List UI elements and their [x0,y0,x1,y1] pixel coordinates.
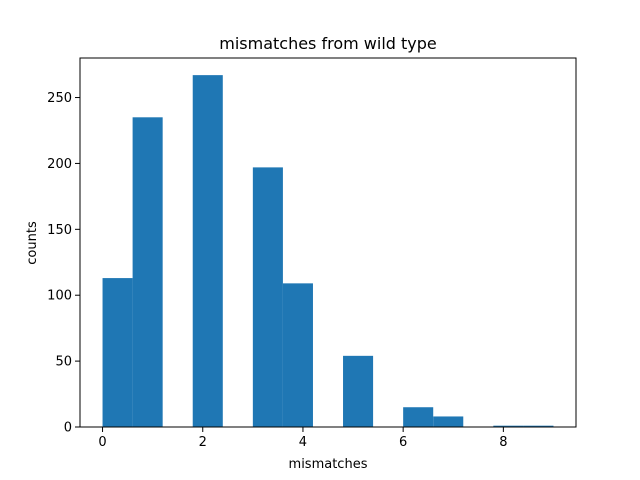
histogram-bar [102,278,133,427]
x-tick-label: 4 [299,435,307,450]
y-tick-label: 250 [47,91,72,106]
histogram-bar [192,75,223,427]
chart-title: mismatches from wild type [219,34,437,53]
y-axis-label: counts [25,221,40,265]
histogram-bar [132,117,163,427]
y-tick-label: 150 [47,223,72,238]
x-tick-label: 0 [98,435,106,450]
y-tick-label: 100 [47,289,72,304]
plot-frame [79,57,577,428]
y-axis-ticks: 0 50 100 150 200 250 [47,91,80,436]
x-tick-label: 2 [199,435,207,450]
y-tick-label: 0 [64,421,72,436]
histogram-bar [403,407,434,427]
histogram-bar [282,283,313,427]
y-tick-label: 200 [47,157,72,172]
histogram-bar [343,355,374,427]
histogram-bar [523,425,554,427]
histogram-bar [252,167,283,427]
y-tick-label: 50 [55,355,72,370]
histogram-bar [493,425,524,427]
bars-group [102,75,554,427]
x-axis-ticks: 0 2 4 6 8 [98,427,507,450]
histogram-bar [433,416,464,427]
x-axis-label: mismatches [289,457,368,472]
x-tick-label: 6 [399,435,407,450]
x-tick-label: 8 [499,435,507,450]
